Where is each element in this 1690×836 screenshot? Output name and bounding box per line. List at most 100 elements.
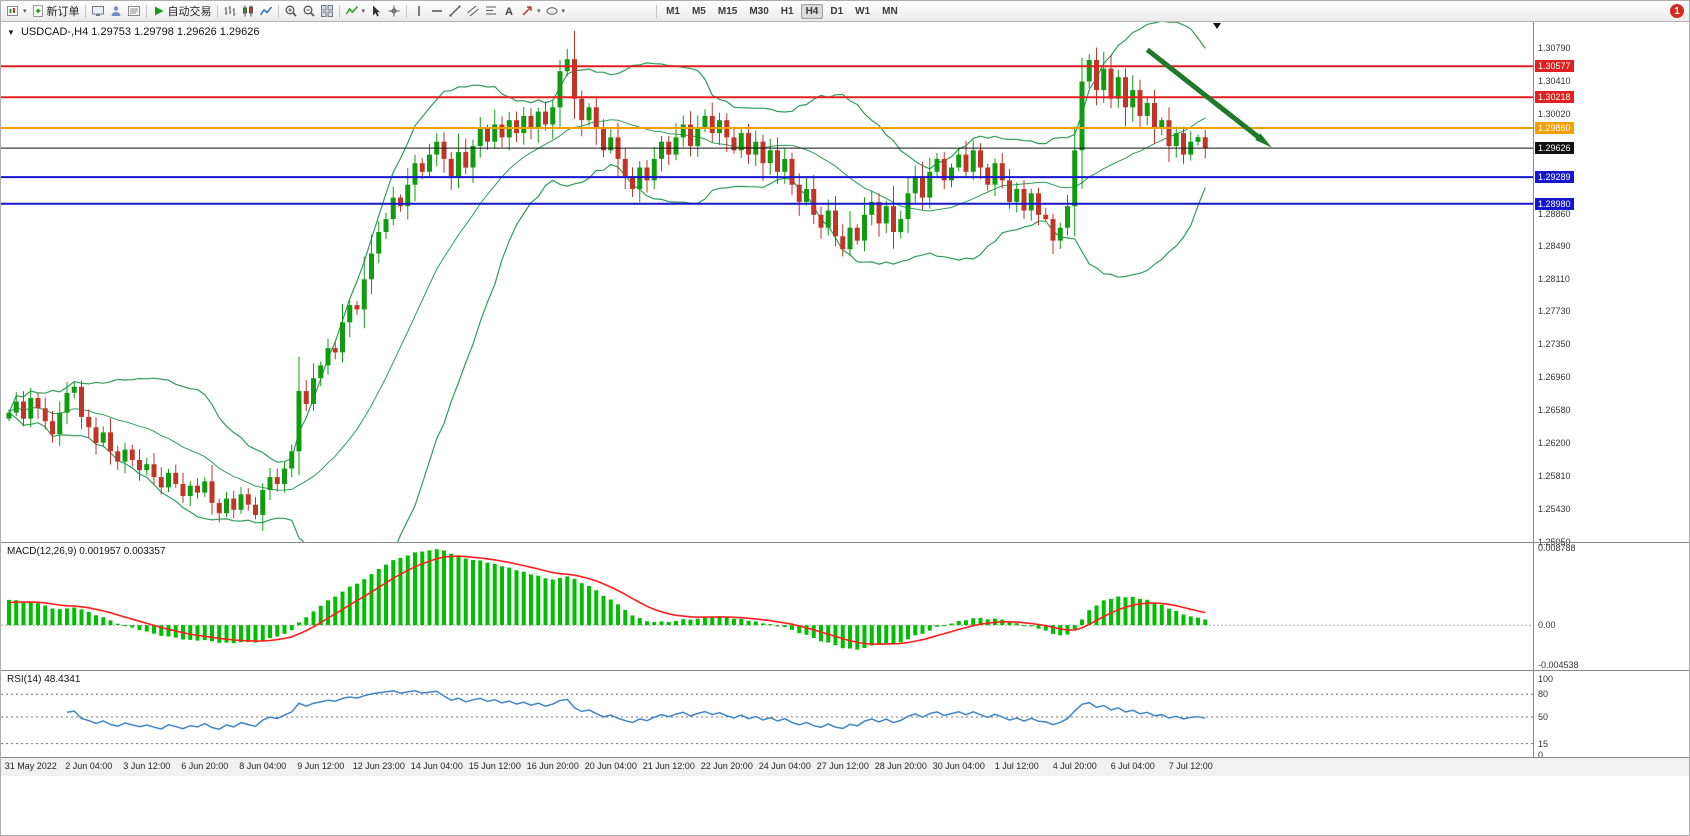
tile-windows-icon (320, 5, 333, 17)
price-tick-label: 1.26200 (1538, 437, 1571, 448)
trendline-icon (449, 5, 461, 17)
date-label: 12 Jun 23:00 (352, 761, 405, 771)
rsi-axis-label: 80 (1538, 689, 1549, 700)
trendline-button[interactable] (446, 3, 464, 20)
timeframe-button-mn[interactable]: MN (882, 5, 898, 17)
dropdown-caret-icon: ▾ (23, 7, 27, 15)
price-tick-label: 1.25810 (1538, 471, 1571, 482)
horizontal-line-icon (432, 10, 443, 12)
new-chart-icon (7, 6, 18, 16)
rsi-title: RSI(14) 48.4341 (7, 674, 81, 685)
date-label: 20 Jun 04:00 (584, 761, 637, 771)
date-label: 9 Jun 12:00 (297, 761, 345, 771)
macd-indicator-chart[interactable] (1, 543, 1533, 670)
zoom-in-button[interactable] (282, 3, 300, 20)
timeframe-button-m5[interactable]: M5 (691, 5, 706, 17)
rsi-axis-label: 0 (1538, 750, 1544, 760)
price-tick-label: 1.26960 (1538, 372, 1571, 383)
timeframe-button-d1[interactable]: D1 (830, 5, 844, 17)
date-label: 22 Jun 20:00 (700, 761, 753, 771)
timeframe-button-m1[interactable]: M1 (666, 5, 680, 17)
toolbar-separator (84, 4, 86, 18)
date-label: 28 Jun 20:00 (874, 761, 927, 771)
line-chart-button[interactable] (257, 3, 275, 20)
market-watch-icon (91, 6, 104, 16)
market-watch-button[interactable] (89, 3, 107, 20)
price-tick-label: 1.25430 (1538, 504, 1571, 514)
text-tool-button[interactable]: A (500, 3, 518, 20)
date-label: 4 Jul 20:00 (1052, 761, 1097, 771)
date-label: 6 Jun 20:00 (181, 761, 229, 771)
equidistant-channel-button[interactable] (464, 3, 482, 20)
svg-text:A: A (505, 6, 513, 18)
date-label: 6 Jul 04:00 (1110, 761, 1155, 771)
new-order-icon (32, 5, 43, 17)
line-price-label: 1.29289 (1535, 171, 1574, 184)
timeframe-button-w1[interactable]: W1 (855, 5, 871, 17)
equidistant-channel-icon (467, 5, 479, 17)
vertical-line-button[interactable] (410, 3, 428, 20)
terminal-button[interactable] (125, 3, 143, 20)
panel-splitter[interactable] (1, 542, 1689, 543)
bar-chart-button[interactable] (221, 3, 239, 20)
candlestick-chart[interactable] (1, 21, 1533, 542)
price-tick-label: 1.27730 (1538, 306, 1571, 317)
timeframe-button-m30[interactable]: M30 (749, 5, 769, 17)
macd-axis-label: 0.00 (1538, 620, 1556, 631)
last-bar-marker (1213, 23, 1221, 29)
price-tick-label: 1.26580 (1538, 405, 1571, 416)
zoom-out-icon (303, 5, 315, 17)
rsi-indicator-chart[interactable] (1, 671, 1533, 757)
date-label: 21 Jun 12:00 (642, 761, 695, 771)
shapes-icon (546, 7, 558, 15)
bar-chart-icon (224, 6, 235, 16)
time-axis[interactable]: 31 May 2022 2 Jun 04:00 3 Jun 12:00 6 Jun 2… (1, 757, 1689, 776)
crosshair-button[interactable] (385, 3, 403, 20)
arrow-tools-button[interactable]: ▾ (518, 3, 543, 20)
timeframe-button-m15[interactable]: M15 (717, 5, 738, 17)
new-order-button[interactable]: 新订单 (29, 3, 82, 20)
tile-windows-button[interactable] (318, 3, 336, 20)
date-label: 7 Jul 12:00 (1168, 761, 1213, 771)
macd-title: MACD(12,26,9) 0.001957 0.003357 (7, 546, 166, 557)
horizontal-line-button[interactable] (428, 3, 446, 20)
candlestick-chart-button[interactable] (239, 3, 257, 20)
terminal-icon (127, 6, 140, 16)
date-label: 31 May 2022 (4, 761, 57, 771)
price-tick-label: 1.30020 (1538, 109, 1571, 120)
autotrading-label: 自动交易 (167, 6, 212, 18)
price-tick-label: 1.25050 (1538, 536, 1571, 548)
line-price-label: 1.28980 (1535, 197, 1574, 210)
macd-axis-label: 0.008788 (1538, 543, 1576, 553)
profiles-icon (111, 6, 121, 16)
timeframe-button-h1[interactable]: H1 (780, 5, 794, 17)
date-label: 16 Jun 20:00 (526, 761, 579, 771)
indicators-button[interactable]: ▾ (343, 3, 368, 20)
new-chart-button[interactable]: ▾ (4, 3, 29, 20)
price-axis[interactable]: 1.30790 1.30410 1.30020 1.28860 1.28490 1.281… (1533, 21, 1689, 760)
timeframe-button-h4[interactable]: H4 (800, 3, 824, 19)
symbol-period-label: USDCAD-,H4 (20, 26, 89, 38)
autotrading-button[interactable]: 自动交易 (150, 3, 214, 20)
shapes-button[interactable]: ▾ (543, 3, 568, 20)
price-tick-label: 1.28110 (1538, 273, 1570, 284)
arrow-tools-icon (522, 6, 532, 16)
zoom-out-button[interactable] (300, 3, 318, 20)
date-label: 3 Jun 12:00 (123, 761, 171, 771)
date-label: 27 Jun 12:00 (816, 761, 869, 771)
profiles-button[interactable] (107, 3, 125, 20)
line-price-label: 1.29626 (1535, 142, 1574, 155)
line-chart-icon (259, 6, 272, 16)
crosshair-icon (388, 5, 400, 17)
cursor-icon (373, 5, 381, 17)
panel-splitter[interactable] (1, 670, 1689, 671)
line-price-label: 1.29860 (1535, 122, 1574, 134)
candlestick-chart-icon (242, 5, 253, 17)
one-click-toggle-icon[interactable]: ▼ (7, 28, 15, 37)
notification-badge[interactable]: 1 (1670, 4, 1684, 18)
cursor-button[interactable] (367, 3, 385, 20)
fibonacci-button[interactable] (482, 3, 500, 20)
toolbar-separator (338, 4, 340, 18)
date-label: 8 Jun 04:00 (239, 761, 287, 771)
